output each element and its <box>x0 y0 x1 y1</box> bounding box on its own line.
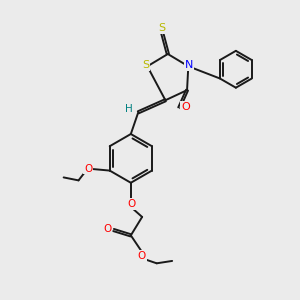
Text: N: N <box>185 60 193 70</box>
Text: H: H <box>125 104 133 114</box>
Text: S: S <box>142 60 149 70</box>
Text: O: O <box>182 102 190 112</box>
Text: O: O <box>138 251 146 261</box>
Text: O: O <box>103 224 111 233</box>
Text: O: O <box>127 199 136 209</box>
Text: O: O <box>84 164 92 173</box>
Text: S: S <box>159 23 166 33</box>
